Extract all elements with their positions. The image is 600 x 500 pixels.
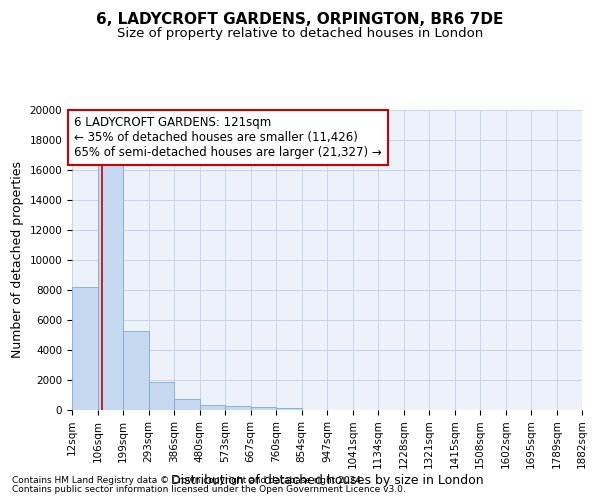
Bar [276,408,302,410]
Bar [149,382,174,410]
Bar [174,399,200,410]
Y-axis label: Number of detached properties: Number of detached properties [11,162,24,358]
Bar [251,407,276,410]
Bar [98,161,123,410]
Text: Size of property relative to detached houses in London: Size of property relative to detached ho… [117,28,483,40]
X-axis label: Distribution of detached houses by size in London: Distribution of detached houses by size … [170,474,484,487]
Bar [72,287,98,410]
Text: 6 LADYCROFT GARDENS: 121sqm
← 35% of detached houses are smaller (11,426)
65% of: 6 LADYCROFT GARDENS: 121sqm ← 35% of det… [74,116,382,159]
Text: Contains HM Land Registry data © Crown copyright and database right 2024.: Contains HM Land Registry data © Crown c… [12,476,364,485]
Bar [123,330,149,410]
Text: 6, LADYCROFT GARDENS, ORPINGTON, BR6 7DE: 6, LADYCROFT GARDENS, ORPINGTON, BR6 7DE [97,12,503,28]
Bar [200,405,225,410]
Bar [225,406,251,410]
Text: Contains public sector information licensed under the Open Government Licence v3: Contains public sector information licen… [12,485,406,494]
